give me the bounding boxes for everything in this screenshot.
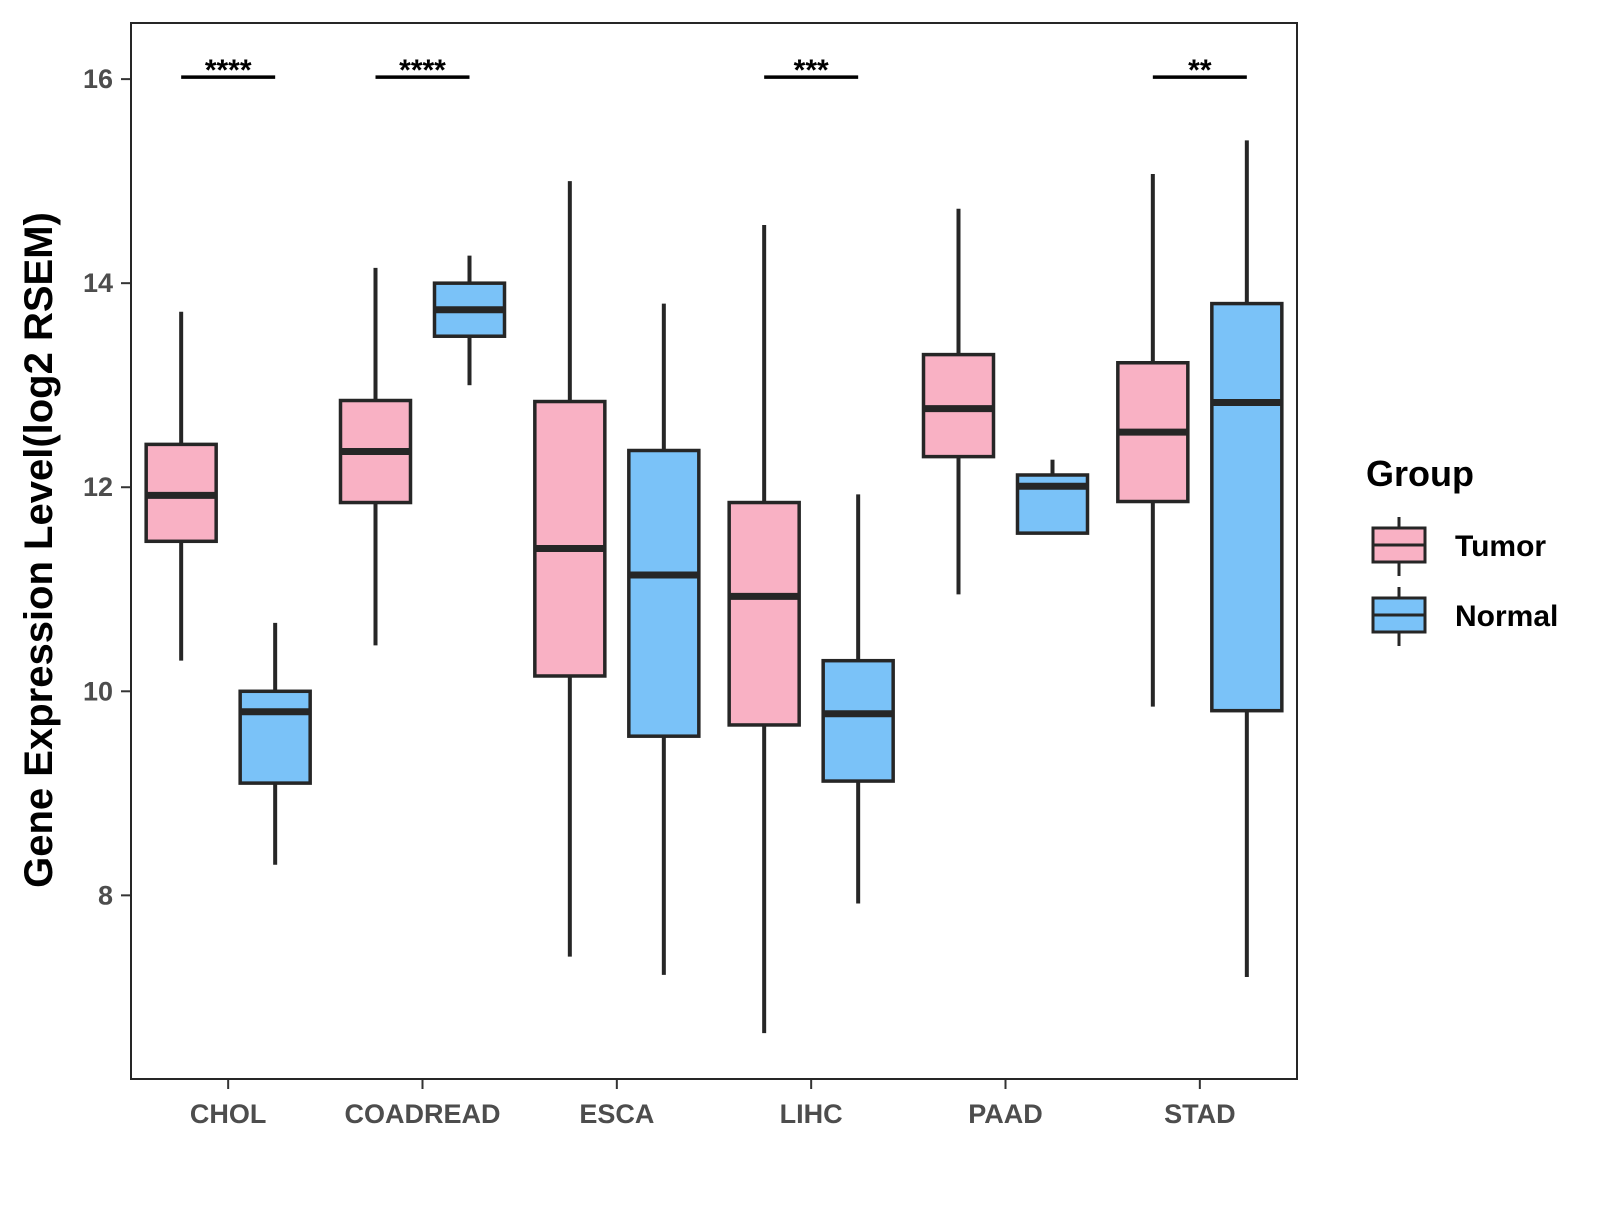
legend-title: Group <box>1366 453 1474 494</box>
box-tumor-lihc <box>727 225 801 1034</box>
box-normal-chol <box>238 622 312 865</box>
box-body-normal-chol <box>238 689 312 785</box>
plot-panel-border <box>130 22 1298 1080</box>
y-tick-label: 14 <box>83 268 113 298</box>
box-normal-lihc <box>821 494 895 904</box>
box-normal-coadread <box>432 255 507 386</box>
box-body-normal-lihc <box>821 658 895 783</box>
x-tick-label-esca: ESCA <box>579 1099 654 1129</box>
box-tumor-esca <box>533 181 607 957</box>
y-tick-label: 16 <box>83 64 113 94</box>
box-normal-paad <box>1015 459 1090 535</box>
legend-item-tumor: Tumor <box>1371 517 1546 576</box>
box-tumor-paad <box>921 208 996 595</box>
y-tick-label: 12 <box>83 472 113 502</box>
y-axis-title: Gene Expression Level(log2 RSEM) <box>17 212 61 888</box>
box-body-normal-stad <box>1210 301 1284 713</box>
x-tick-label-lihc: LIHC <box>780 1099 843 1129</box>
box-tumor-chol <box>144 311 218 661</box>
significance-label-coadread: **** <box>399 54 446 87</box>
legend-label-normal: Normal <box>1455 600 1558 633</box>
box-normal-esca <box>627 303 701 975</box>
box-body-normal-esca <box>627 448 701 738</box>
y-tick-label: 10 <box>83 676 113 706</box>
significance-label-stad: ** <box>1188 54 1212 87</box>
box-tumor-coadread <box>338 267 413 646</box>
significance-label-lihc: *** <box>794 54 829 87</box>
legend-item-normal: Normal <box>1371 587 1558 646</box>
x-tick-label-chol: CHOL <box>190 1099 267 1129</box>
legend: Group Tumor Normal <box>1366 453 1558 646</box>
box-body-tumor-lihc <box>727 500 801 727</box>
box-body-tumor-esca <box>533 399 607 678</box>
box-tumor-stad <box>1116 174 1190 707</box>
significance-label-chol: **** <box>205 54 252 87</box>
y-tick-label: 8 <box>98 880 113 910</box>
x-tick-label-coadread: COADREAD <box>344 1099 500 1129</box>
box-normal-stad <box>1210 140 1284 977</box>
legend-label-tumor: Tumor <box>1455 530 1546 563</box>
x-tick-label-paad: PAAD <box>968 1099 1043 1129</box>
x-tick-label-stad: STAD <box>1164 1099 1236 1129</box>
